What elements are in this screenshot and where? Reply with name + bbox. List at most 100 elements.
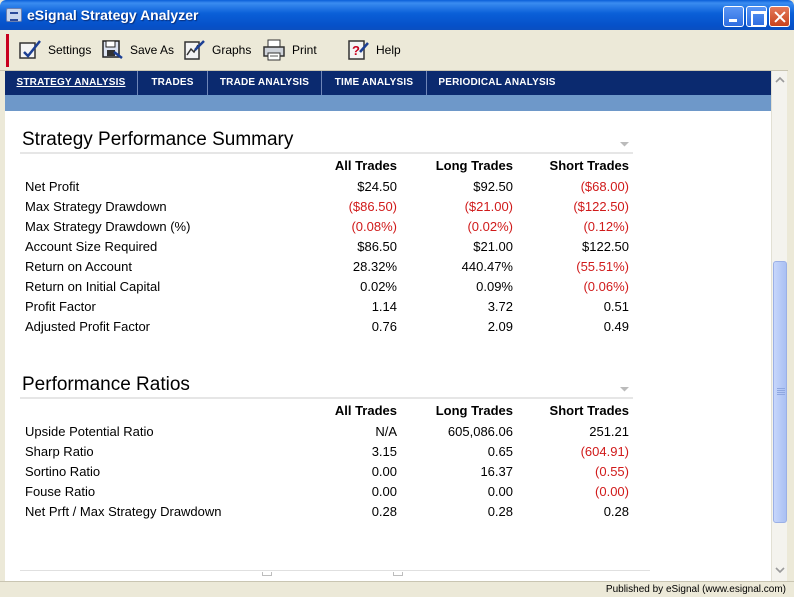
summary-cell: $92.50 [473, 179, 513, 194]
ratios-cell: 251.21 [589, 424, 629, 439]
window-frame-right [788, 30, 794, 581]
save-as-button[interactable]: Save As [100, 35, 174, 65]
ratios-row-label: Fouse Ratio [25, 484, 96, 499]
print-label: Print [292, 43, 317, 57]
summary-title: Strategy Performance Summary [22, 129, 294, 150]
summary-row-label: Return on Initial Capital [25, 279, 161, 294]
bottom-marker-2 [393, 572, 403, 576]
ratios-row-label: Sortino Ratio [25, 464, 101, 479]
help-icon: ? [346, 38, 370, 62]
ratios-cell: 3.15 [371, 444, 397, 459]
ratios-row-label: Sharp Ratio [25, 444, 94, 459]
ratios-cell: 0.28 [371, 504, 397, 519]
summary-cell: ($86.50) [348, 199, 397, 214]
ratios-col-long: Long Trades [435, 403, 513, 418]
summary-cell: 0.49 [603, 319, 629, 334]
summary-cell: 0.51 [603, 299, 629, 314]
summary-cell: 3.72 [487, 299, 513, 314]
close-button[interactable] [769, 6, 790, 27]
tab-strategy-analysis[interactable]: STRATEGY ANALYSIS [5, 71, 138, 95]
summary-collapse-icon[interactable] [619, 140, 630, 148]
summary-cell: 2.09 [487, 319, 513, 334]
save-icon [100, 38, 124, 62]
summary-cell: 440.47% [461, 259, 513, 274]
summary-cell: 0.09% [476, 279, 513, 294]
bottom-marker-1 [262, 572, 272, 576]
ratios-collapse-icon[interactable] [619, 385, 630, 393]
tab-trades[interactable]: TRADES [138, 71, 208, 95]
ratios-divider [20, 397, 633, 399]
summary-cell: 0.02% [360, 279, 397, 294]
summary-cell: (55.51%) [576, 259, 629, 274]
print-button[interactable]: Print [262, 35, 317, 65]
status-bar: Published by eSignal (www.esignal.com) [0, 581, 794, 597]
ratios-cell: (604.91) [580, 444, 629, 459]
ratios-cell: N/A [375, 424, 397, 439]
summary-cell: ($122.50) [573, 199, 629, 214]
window-frame-left [0, 71, 5, 581]
tab-periodical-analysis[interactable]: PERIODICAL ANALYSIS [438, 77, 556, 88]
help-label: Help [376, 43, 401, 57]
tab-trade-analysis[interactable]: TRADE ANALYSIS [208, 71, 322, 95]
ratios-cell: (0.00) [595, 484, 629, 499]
summary-cell: 0.76 [371, 319, 397, 334]
ratios-row-label: Net Prft / Max Strategy Drawdown [25, 504, 222, 519]
graphs-button[interactable]: Graphs [182, 35, 251, 65]
settings-icon [18, 38, 42, 62]
summary-col-long: Long Trades [435, 158, 513, 173]
summary-row-label: Max Strategy Drawdown [25, 199, 167, 214]
summary-cell: 28.32% [352, 259, 397, 274]
toolbar-grip[interactable] [6, 34, 9, 67]
svg-text:?: ? [352, 43, 360, 58]
summary-cell: (0.02%) [467, 219, 513, 234]
summary-cell: (0.12%) [583, 219, 629, 234]
summary-col-all: All Trades [334, 158, 397, 173]
report-content: Strategy Performance Summary All Trades … [5, 111, 771, 581]
ratios-cell: 0.00 [487, 484, 513, 499]
summary-col-short: Short Trades [549, 158, 629, 173]
app-icon[interactable] [6, 8, 22, 22]
title-bar[interactable]: eSignal Strategy Analyzer [0, 0, 794, 30]
maximize-button[interactable] [746, 6, 767, 27]
vertical-scrollbar[interactable] [771, 71, 787, 581]
settings-label: Settings [48, 43, 92, 57]
ratios-row-label: Upside Potential Ratio [25, 424, 154, 439]
minimize-button[interactable] [723, 6, 744, 27]
graph-icon [182, 38, 206, 62]
summary-row-label: Profit Factor [25, 299, 96, 314]
ratios-title: Performance Ratios [22, 374, 190, 395]
summary-row-label: Net Profit [25, 179, 80, 194]
summary-cell: $86.50 [357, 239, 397, 254]
ratios-cell: 16.37 [480, 464, 513, 479]
ratios-cell: 0.00 [371, 484, 397, 499]
summary-cell: ($68.00) [580, 179, 629, 194]
summary-row-label: Return on Account [25, 259, 132, 274]
summary-row-label: Account Size Required [25, 239, 158, 254]
settings-button[interactable]: Settings [18, 35, 91, 65]
help-button[interactable]: ? Help [346, 35, 401, 65]
scroll-up-icon[interactable] [773, 73, 787, 87]
summary-divider [20, 152, 633, 154]
ratios-col-short: Short Trades [549, 403, 629, 418]
summary-row-label: Max Strategy Drawdown (%) [25, 219, 191, 234]
window-title: eSignal Strategy Analyzer [27, 7, 199, 23]
tab-time-analysis[interactable]: TIME ANALYSIS [322, 71, 427, 95]
summary-cell: (0.08%) [351, 219, 397, 234]
bottom-divider [20, 570, 650, 571]
summary-row-label: Adjusted Profit Factor [25, 319, 150, 334]
summary-cell: ($21.00) [464, 199, 513, 214]
ratios-col-all: All Trades [334, 403, 397, 418]
ratios-cell: 0.28 [603, 504, 629, 519]
summary-cell: $122.50 [582, 239, 629, 254]
ratios-cell: 0.65 [487, 444, 513, 459]
ratios-cell: (0.55) [595, 464, 629, 479]
summary-cell: $24.50 [357, 179, 397, 194]
summary-cell: $21.00 [473, 239, 513, 254]
status-text: Published by eSignal (www.esignal.com) [605, 584, 786, 595]
scroll-down-icon[interactable] [773, 563, 787, 577]
summary-cell: (0.06%) [583, 279, 629, 294]
save-as-label: Save As [130, 43, 175, 57]
tab-subbar [5, 95, 771, 111]
graphs-label: Graphs [212, 43, 252, 57]
scroll-thumb[interactable] [773, 261, 787, 523]
